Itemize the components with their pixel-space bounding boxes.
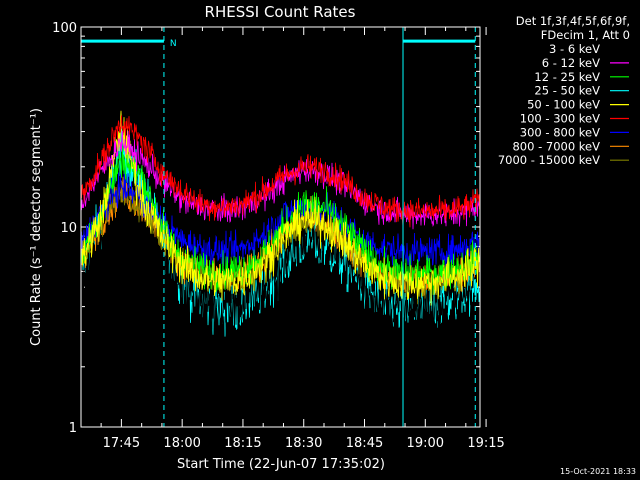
plot-frame: [80, 26, 481, 428]
x-tick-label-1: 18:00: [163, 436, 200, 451]
y-axis-label: Count Rate (s⁻¹ detector segment⁻¹): [29, 108, 44, 346]
night-intervals: N: [80, 27, 476, 427]
legend-label-3: 25 - 50 keV: [534, 84, 600, 98]
x-axis-label: Start Time (22-Jun-07 17:35:02): [177, 457, 385, 472]
legend-label-7: 800 - 7000 keV: [512, 139, 600, 153]
legend-label-2: 12 - 25 keV: [534, 70, 600, 84]
generation-timestamp: 15-Oct-2021 18:33: [560, 467, 636, 476]
y-tick-labels: 1 10 100: [52, 21, 77, 436]
legend-label-1: 6 - 12 keV: [542, 56, 600, 70]
legend-label-0: 3 - 6 keV: [549, 42, 600, 56]
legend-label-4: 50 - 100 keV: [527, 98, 600, 112]
legend: Det 1f,3f,4f,5f,6f,9f, FDecim 1, Att 0 3…: [498, 14, 630, 167]
series-line-3to6keV: [81, 163, 480, 361]
y-tick-label-1: 10: [60, 221, 77, 236]
x-tick-label-0: 17:45: [103, 436, 140, 451]
series-line-100to300keV: [81, 115, 480, 228]
x-tick-label-3: 18:30: [285, 436, 322, 451]
x-tick-labels: 17:45 18:00 18:15 18:30 18:45 19:00 19:15: [103, 436, 505, 451]
y-tick-label-2: 100: [52, 21, 77, 36]
y-tick-label-0: 1: [69, 421, 77, 436]
legend-label-6: 300 - 800 keV: [520, 125, 600, 139]
x-tick-label-6: 19:15: [467, 436, 504, 451]
legend-header-line-2: FDecim 1, Att 0: [541, 28, 630, 42]
data-series-layer: [81, 110, 480, 361]
legend-label-8: 7000 - 15000 keV: [498, 153, 600, 167]
chart-title: RHESSI Count Rates: [205, 3, 356, 21]
x-tick-label-5: 19:00: [407, 436, 444, 451]
legend-label-5: 100 - 300 keV: [520, 112, 600, 126]
x-tick-label-2: 18:15: [224, 436, 261, 451]
night-interval-label-0: N: [170, 39, 177, 49]
series-line-50to100keV: [81, 110, 480, 306]
x-tick-label-4: 18:45: [346, 436, 383, 451]
legend-header-line-1: Det 1f,3f,4f,5f,6f,9f,: [516, 14, 630, 28]
